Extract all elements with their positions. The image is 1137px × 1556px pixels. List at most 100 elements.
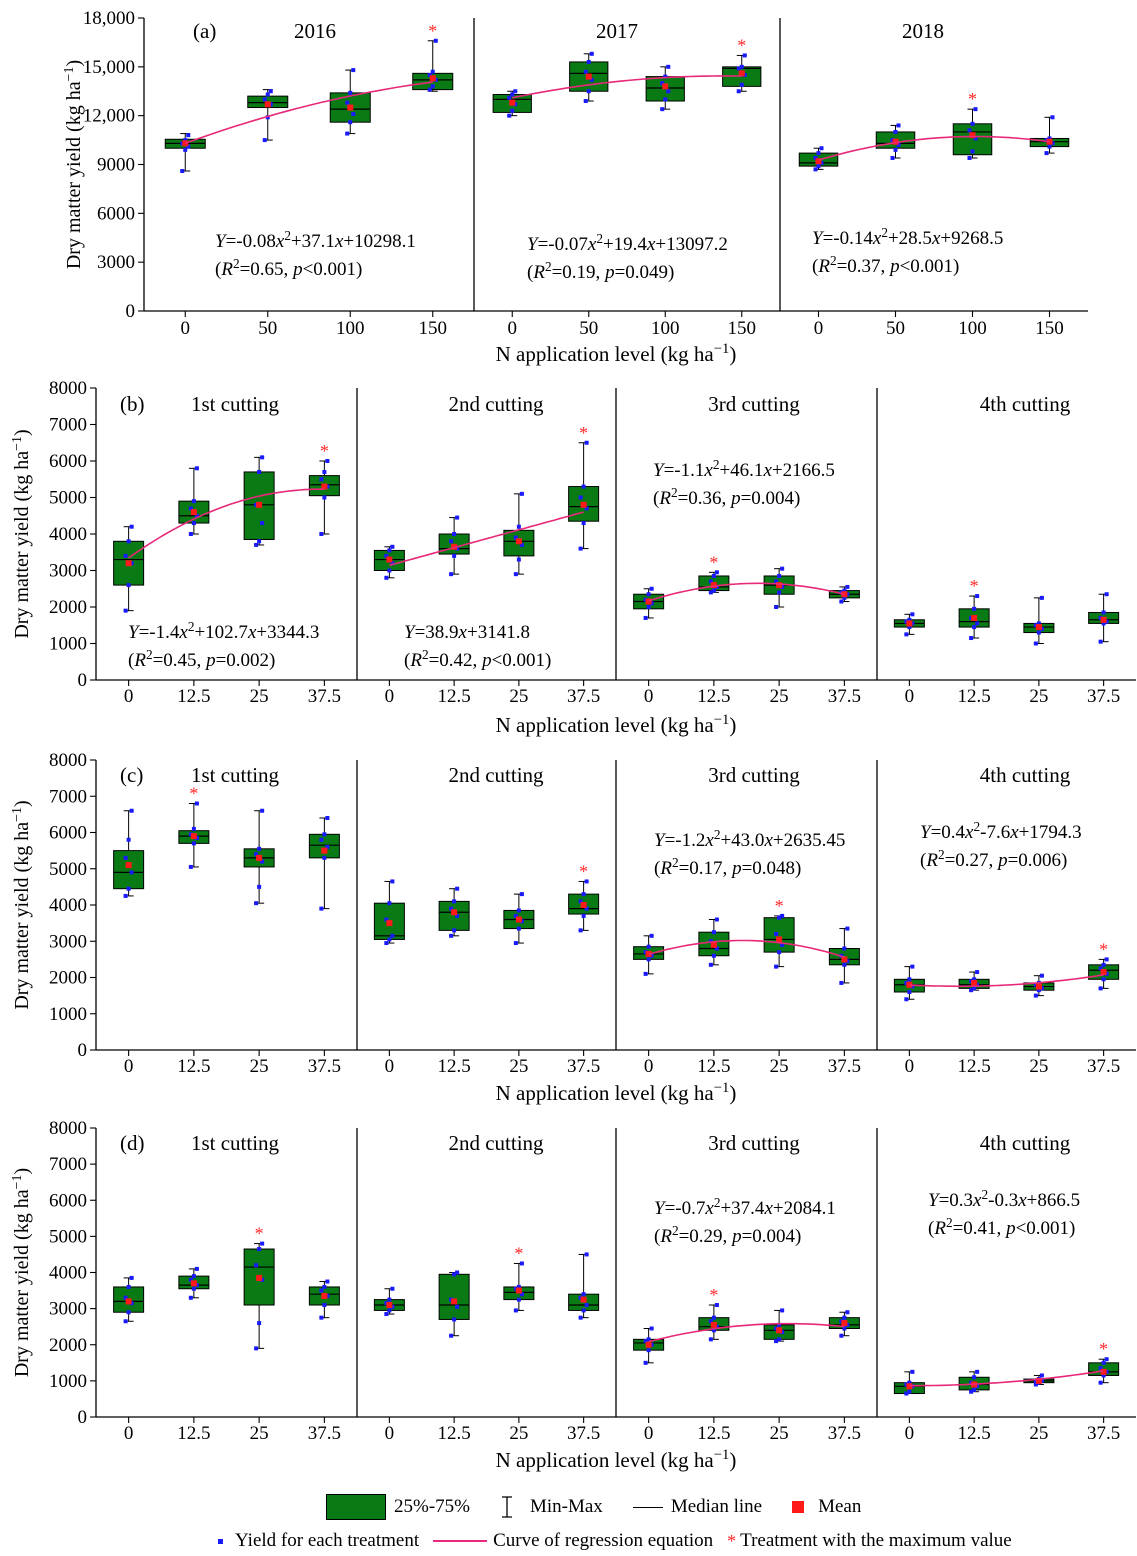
mean-marker (451, 1298, 458, 1305)
data-point (842, 946, 847, 951)
data-point (384, 553, 389, 558)
x-tick-label: 37.5 (828, 1423, 861, 1444)
x-tick-label: 12.5 (958, 1423, 991, 1444)
data-point (1036, 621, 1041, 626)
data-point (126, 837, 131, 842)
data-point (1039, 595, 1044, 600)
data-point (516, 524, 521, 529)
legend-item-whisker: Min-Max (500, 1496, 603, 1518)
data-point (449, 906, 454, 911)
data-point (513, 941, 518, 946)
data-point (513, 1308, 518, 1313)
data-point (180, 169, 185, 174)
data-point (907, 1380, 912, 1385)
data-point (739, 64, 744, 69)
data-point (123, 1319, 128, 1324)
data-point (1104, 1357, 1109, 1362)
subplot-title: 2nd cutting (448, 763, 544, 787)
data-point (325, 845, 330, 849)
data-point (186, 133, 191, 138)
x-tick-label: 25 (1029, 1423, 1048, 1444)
regression-curve (909, 974, 1104, 988)
data-point (126, 886, 131, 891)
y-tick-label: 7000 (49, 415, 87, 436)
data-point (584, 506, 589, 511)
data-point (975, 621, 980, 626)
data-point (452, 1317, 457, 1322)
mean-marker (515, 538, 522, 545)
data-point (907, 990, 912, 994)
box-group (958, 970, 990, 993)
data-point (777, 915, 782, 920)
data-point (262, 97, 267, 102)
data-point (455, 515, 460, 520)
mean-marker (347, 104, 354, 111)
legend-max-label: Treatment with the maximum value (740, 1530, 1012, 1551)
regression-equation: Y=0.4x2-7.6x+1794.3 (920, 819, 1082, 844)
legend-row-1: 25%-75% Min-Max Median line Mean (326, 1494, 891, 1520)
data-point (387, 568, 392, 573)
data-point (586, 89, 591, 94)
data-point (970, 149, 975, 154)
data-point (123, 893, 128, 898)
iqr-box (113, 850, 145, 890)
max-star: * (1099, 1339, 1108, 1359)
data-point (390, 933, 395, 938)
data-point (384, 941, 389, 946)
max-star: * (709, 552, 718, 572)
data-point (191, 826, 196, 831)
data-point (188, 506, 193, 511)
box-group (308, 816, 340, 911)
box-group: * (243, 1224, 275, 1351)
data-point (742, 53, 747, 58)
data-point (387, 901, 392, 906)
box-group (113, 1275, 145, 1324)
data-point (513, 572, 518, 577)
y-tick-label: 4000 (49, 1263, 87, 1284)
data-point (972, 977, 977, 982)
data-point (452, 1272, 457, 1277)
data-point (643, 1360, 648, 1365)
data-point (194, 1266, 199, 1271)
data-point (1036, 630, 1041, 635)
mean-marker (710, 1321, 717, 1328)
y-tick-label: 0 (126, 301, 136, 322)
data-point (907, 625, 912, 630)
box-group: * (568, 861, 600, 933)
data-point (646, 957, 651, 962)
x-tick-label: 37.5 (567, 1056, 600, 1077)
data-point (319, 1288, 324, 1293)
box-group (438, 1270, 470, 1338)
x-tick-label: 37.5 (567, 1423, 600, 1444)
data-point (191, 499, 196, 504)
data-point (584, 1252, 589, 1257)
data-point (890, 155, 895, 160)
box-group (178, 1266, 210, 1300)
x-tick-label: 150 (1035, 318, 1064, 339)
data-point (265, 92, 270, 97)
max-star: * (970, 576, 979, 596)
y-tick-label: 6000 (97, 203, 135, 224)
data-point (1104, 957, 1109, 962)
box-group (329, 68, 371, 136)
data-point (260, 859, 265, 864)
box-group (503, 491, 535, 577)
legend-item-mean: Mean (792, 1496, 861, 1518)
mean-marker (710, 582, 717, 589)
data-point (660, 107, 665, 112)
data-point (819, 146, 824, 151)
data-point (813, 155, 818, 160)
panel-label: (a) (193, 19, 216, 43)
data-point (188, 864, 193, 869)
data-point (507, 113, 512, 118)
data-point (513, 535, 518, 540)
data-point (845, 1310, 850, 1315)
x-tick-label: 12.5 (438, 686, 471, 707)
x-tick-label: 25 (770, 1423, 789, 1444)
legend-whisker-label: Min-Max (529, 1496, 603, 1517)
data-point (1098, 1380, 1103, 1385)
subplot-title: 1st cutting (191, 763, 280, 787)
data-point (813, 167, 818, 172)
data-point (257, 1321, 262, 1326)
data-point (907, 617, 912, 622)
